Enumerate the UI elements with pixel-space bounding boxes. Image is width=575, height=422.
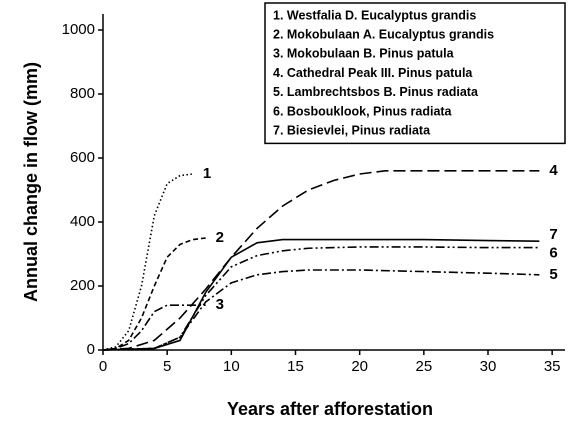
curve-label: 1 xyxy=(203,165,211,182)
x-axis-title: Years after afforestation xyxy=(227,399,433,419)
legend-entry: 2. Mokobulaan A. Eucalyptus grandis xyxy=(273,27,494,41)
legend-entry: 7. Biesievlei, Pinus radiata xyxy=(273,123,431,137)
legend-entry: 4. Cathedral Peak III. Pinus patula xyxy=(273,66,473,80)
series-line xyxy=(102,237,206,351)
curve-label: 7 xyxy=(549,226,557,243)
series-line xyxy=(102,304,206,351)
y-tick-label: 200 xyxy=(70,277,95,294)
x-tick-label: 30 xyxy=(480,358,497,375)
series-line xyxy=(102,269,540,351)
curve-label: 6 xyxy=(549,245,557,262)
y-tick-label: 800 xyxy=(70,85,95,102)
x-tick-label: 20 xyxy=(351,358,368,375)
series-line xyxy=(102,173,193,351)
y-tick-label: 600 xyxy=(70,149,95,166)
curve-label: 5 xyxy=(549,266,557,283)
legend-entry: 5. Lambrechtsbos B. Pinus radiata xyxy=(273,85,479,99)
y-tick-label: 400 xyxy=(70,213,95,230)
x-tick-label: 5 xyxy=(163,358,171,375)
y-tick-label: 0 xyxy=(87,341,95,358)
x-tick-label: 35 xyxy=(544,358,561,375)
y-axis-title: Annual change in flow (mm) xyxy=(21,62,41,302)
series-line xyxy=(102,170,540,351)
series-line xyxy=(102,238,540,351)
legend: 1. Westfalia D. Eucalyptus grandis 2. Mok… xyxy=(264,2,566,145)
x-tick-label: 0 xyxy=(99,358,107,375)
y-tick-label: 1000 xyxy=(62,21,95,38)
x-tick-label: 15 xyxy=(287,358,304,375)
x-tick-label: 25 xyxy=(415,358,432,375)
legend-box xyxy=(264,2,566,145)
series-line xyxy=(102,246,540,351)
curve-label: 3 xyxy=(216,296,224,313)
x-tick-label: 10 xyxy=(223,358,240,375)
legend-entry: 6. Bosbouklook, Pinus radiata xyxy=(273,104,453,118)
curve-label: 2 xyxy=(216,229,224,246)
legend-entry: 3. Mokobulaan B. Pinus patula xyxy=(273,47,455,61)
curve-label: 4 xyxy=(549,162,558,179)
legend-entry: 1. Westfalia D. Eucalyptus grandis xyxy=(273,8,476,22)
